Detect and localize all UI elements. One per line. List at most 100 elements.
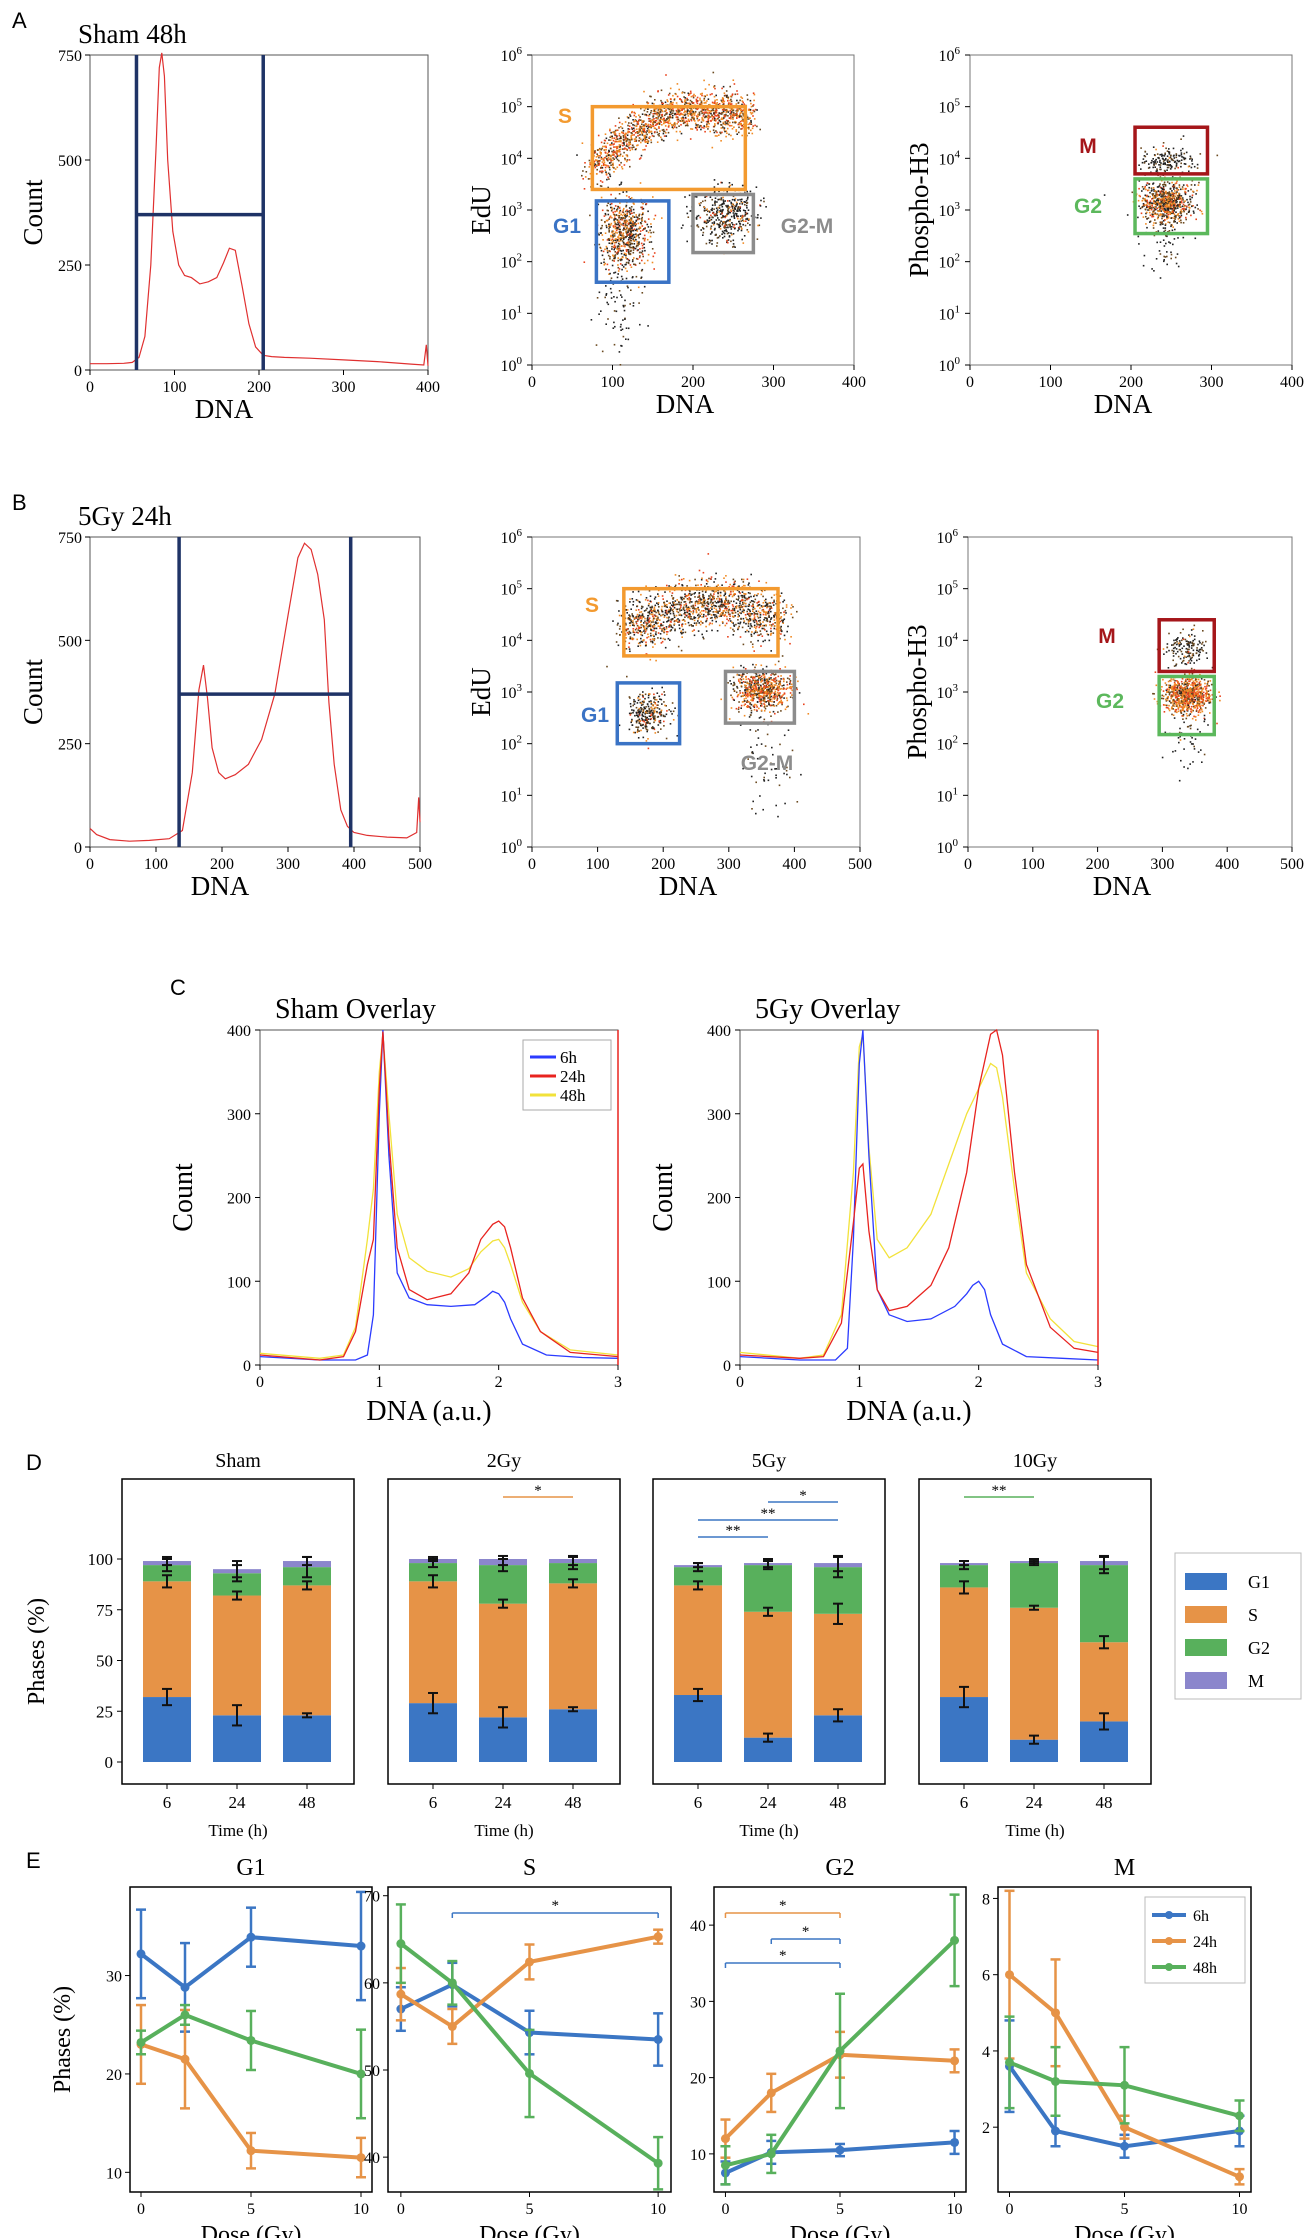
data-point — [653, 623, 656, 626]
data-point — [608, 218, 610, 220]
data-point — [689, 615, 691, 617]
data-point — [668, 108, 671, 111]
data-point — [630, 212, 633, 215]
data-point — [1157, 206, 1160, 209]
data-point — [728, 182, 731, 184]
x-tick-label: 200 — [1119, 374, 1143, 391]
data-point — [624, 158, 626, 161]
data-point — [629, 149, 631, 152]
data-point — [736, 585, 739, 588]
data-point — [1147, 195, 1150, 198]
data-point — [633, 134, 635, 136]
data-point — [627, 231, 629, 233]
data-point — [655, 627, 658, 630]
data-point — [1151, 193, 1154, 195]
data-point — [632, 144, 634, 147]
data-point — [1154, 206, 1156, 208]
data-point — [742, 223, 744, 226]
data-point — [642, 212, 644, 215]
data-point — [729, 225, 731, 227]
data-point — [775, 612, 777, 614]
data-point — [749, 99, 752, 102]
data-point — [628, 622, 631, 624]
data-point — [688, 593, 690, 595]
data-point — [1168, 153, 1171, 155]
data-point — [1158, 164, 1160, 166]
data-point — [648, 131, 650, 134]
data-point — [699, 597, 701, 599]
data-point — [644, 620, 646, 623]
data-point — [644, 227, 646, 230]
data-point — [681, 119, 684, 122]
data-point — [741, 595, 744, 597]
data-point — [620, 250, 623, 252]
data-point — [1152, 224, 1155, 227]
data-point — [737, 217, 739, 220]
data-point — [650, 110, 653, 112]
data-point — [685, 111, 687, 113]
data-point — [735, 205, 737, 208]
data-point — [622, 304, 625, 307]
data-point — [766, 612, 769, 615]
data-point — [734, 122, 737, 124]
data-point — [1169, 207, 1172, 210]
data-point — [738, 625, 740, 628]
data-point — [628, 630, 631, 633]
data-point — [1157, 210, 1160, 213]
data-point — [669, 639, 671, 641]
data-point — [1180, 149, 1182, 152]
data-point — [743, 235, 746, 237]
data-point — [1140, 147, 1142, 149]
data-point — [607, 209, 609, 212]
data-point — [625, 609, 627, 611]
gate-m-label: M — [1079, 135, 1097, 158]
data-point — [711, 605, 713, 608]
data-point — [749, 224, 751, 226]
data-point — [641, 219, 644, 222]
data-point — [1166, 150, 1169, 152]
data-point — [682, 628, 684, 631]
data-point — [1178, 204, 1180, 207]
data-point — [1167, 217, 1170, 219]
data-point — [680, 632, 683, 635]
data-point — [621, 155, 624, 157]
data-point — [647, 615, 649, 617]
data-point — [614, 134, 616, 136]
data-point — [1166, 181, 1169, 183]
data-point — [741, 109, 744, 112]
data-point — [693, 629, 695, 631]
data-point — [1156, 193, 1159, 196]
data-point — [679, 120, 681, 122]
data-point — [630, 136, 632, 138]
data-point — [754, 607, 756, 610]
data-point — [643, 129, 645, 131]
data-point — [618, 268, 621, 270]
data-point — [683, 604, 686, 606]
data-point — [610, 235, 612, 237]
data-point — [687, 216, 690, 218]
data-point — [682, 578, 685, 580]
data-point — [625, 221, 628, 224]
data-point — [652, 619, 654, 621]
data-point — [616, 151, 618, 154]
data-point — [723, 108, 725, 110]
data-point — [632, 103, 634, 106]
data-point — [1161, 215, 1164, 218]
data-point — [1216, 154, 1219, 157]
data-point — [757, 610, 760, 613]
data-point — [681, 636, 683, 638]
data-point — [674, 124, 676, 127]
data-point — [756, 125, 758, 128]
data-point — [683, 601, 686, 603]
data-point — [666, 604, 668, 606]
data-point — [713, 113, 716, 115]
data-point — [630, 266, 633, 268]
data-point — [612, 236, 615, 238]
data-point — [610, 291, 613, 294]
data-point — [671, 626, 674, 629]
data-point — [680, 598, 683, 600]
data-point — [627, 327, 630, 330]
data-point — [747, 605, 750, 607]
data-point — [739, 198, 741, 201]
data-point — [642, 138, 645, 141]
